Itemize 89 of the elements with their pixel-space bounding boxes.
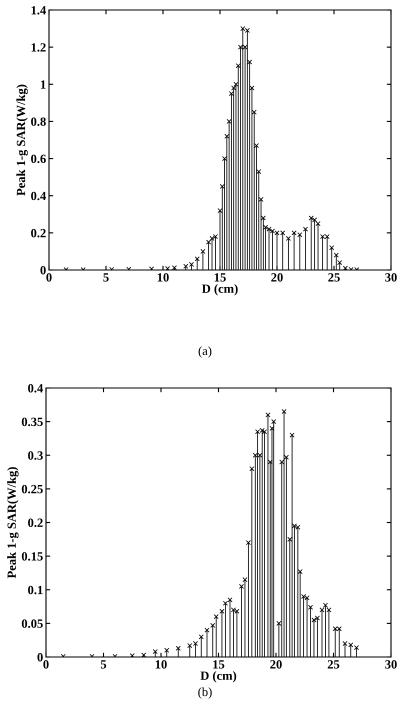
point bbox=[206, 240, 212, 245]
point bbox=[284, 454, 289, 460]
point bbox=[334, 252, 339, 258]
point bbox=[269, 426, 274, 431]
y-tick-label: 0.3 bbox=[28, 451, 43, 460]
point bbox=[256, 169, 262, 174]
point bbox=[308, 604, 314, 610]
point bbox=[354, 645, 360, 650]
x-tick-label: 25 bbox=[328, 273, 340, 282]
y-tick-label: 0 bbox=[40, 266, 46, 274]
point bbox=[198, 634, 204, 640]
point bbox=[204, 628, 210, 633]
point bbox=[164, 648, 170, 653]
point bbox=[337, 260, 342, 266]
point bbox=[242, 577, 248, 582]
point bbox=[231, 85, 236, 91]
y-tick-label: 0.4 bbox=[31, 192, 46, 200]
y-tick-label: 0.05 bbox=[22, 619, 43, 628]
y-tick-label: 0.1 bbox=[28, 586, 43, 594]
x-tick-label: 15 bbox=[213, 660, 224, 669]
point bbox=[194, 256, 200, 262]
point bbox=[219, 608, 224, 614]
point bbox=[265, 412, 270, 418]
point bbox=[295, 524, 300, 530]
y-tick-label: 0.4 bbox=[28, 384, 43, 393]
point bbox=[311, 618, 316, 623]
point bbox=[249, 466, 254, 472]
y-tick-label: 0 bbox=[37, 653, 43, 662]
point bbox=[271, 419, 276, 424]
point bbox=[222, 600, 228, 606]
point bbox=[220, 184, 225, 189]
y-tick-label: 0.15 bbox=[22, 552, 43, 561]
point bbox=[316, 221, 321, 226]
y-tick-label: 0.2 bbox=[28, 518, 43, 528]
x-tick-label: 10 bbox=[156, 660, 167, 669]
point bbox=[322, 602, 328, 608]
x-axis-title: D (cm) bbox=[202, 284, 238, 296]
x-tick-label: 15 bbox=[214, 273, 226, 282]
point bbox=[258, 196, 264, 202]
point bbox=[247, 59, 252, 65]
x-tick-label: 0 bbox=[46, 273, 52, 282]
y-tick-label: 1.4 bbox=[32, 6, 46, 15]
point bbox=[176, 646, 181, 651]
point bbox=[141, 652, 146, 657]
x-tick-label: 30 bbox=[385, 273, 397, 282]
point bbox=[234, 608, 240, 614]
x-tick-label: 25 bbox=[328, 660, 340, 669]
point bbox=[336, 626, 342, 632]
point bbox=[286, 236, 291, 241]
point bbox=[302, 226, 308, 232]
y-tick-label: 0.6 bbox=[31, 154, 46, 164]
point bbox=[200, 248, 206, 254]
x-tick-label: 5 bbox=[103, 273, 109, 282]
point bbox=[290, 432, 295, 438]
x-axis-title: D (cm) bbox=[200, 671, 236, 682]
text: (a) bbox=[198, 346, 212, 358]
point bbox=[260, 215, 266, 221]
y-axis-title: Peak 1-g SAR(W/kg) bbox=[16, 84, 28, 196]
y-axis-title: Peak 1-g SAR(W/kg) bbox=[7, 467, 19, 578]
point bbox=[252, 110, 257, 115]
point bbox=[287, 536, 292, 542]
text: (b) bbox=[198, 687, 212, 699]
x-tick-label: 20 bbox=[270, 660, 282, 669]
point bbox=[279, 459, 284, 464]
y-tick-label: 0.25 bbox=[22, 484, 43, 494]
point bbox=[152, 649, 158, 654]
point bbox=[214, 614, 219, 620]
y-tick-label: 0.35 bbox=[22, 418, 43, 426]
y-tick-label: 1 bbox=[40, 80, 46, 89]
y-tick-label: 1.2 bbox=[32, 43, 46, 52]
point bbox=[304, 595, 310, 600]
point bbox=[276, 620, 282, 626]
point bbox=[224, 134, 230, 139]
point bbox=[268, 459, 273, 464]
x-tick-label: 20 bbox=[271, 273, 283, 282]
point bbox=[238, 584, 244, 589]
point bbox=[282, 409, 287, 414]
point bbox=[236, 63, 241, 68]
point bbox=[228, 91, 234, 96]
y-tick-label: 0.8 bbox=[31, 117, 46, 126]
y-tick-label: 0.2 bbox=[31, 228, 46, 238]
point bbox=[298, 569, 303, 574]
point bbox=[210, 622, 216, 628]
x-tick-label: 10 bbox=[158, 273, 169, 282]
point bbox=[246, 540, 251, 546]
point bbox=[332, 626, 338, 632]
point bbox=[329, 245, 334, 250]
x-tick-label: 30 bbox=[385, 660, 397, 669]
x-tick-label: 5 bbox=[100, 660, 106, 669]
